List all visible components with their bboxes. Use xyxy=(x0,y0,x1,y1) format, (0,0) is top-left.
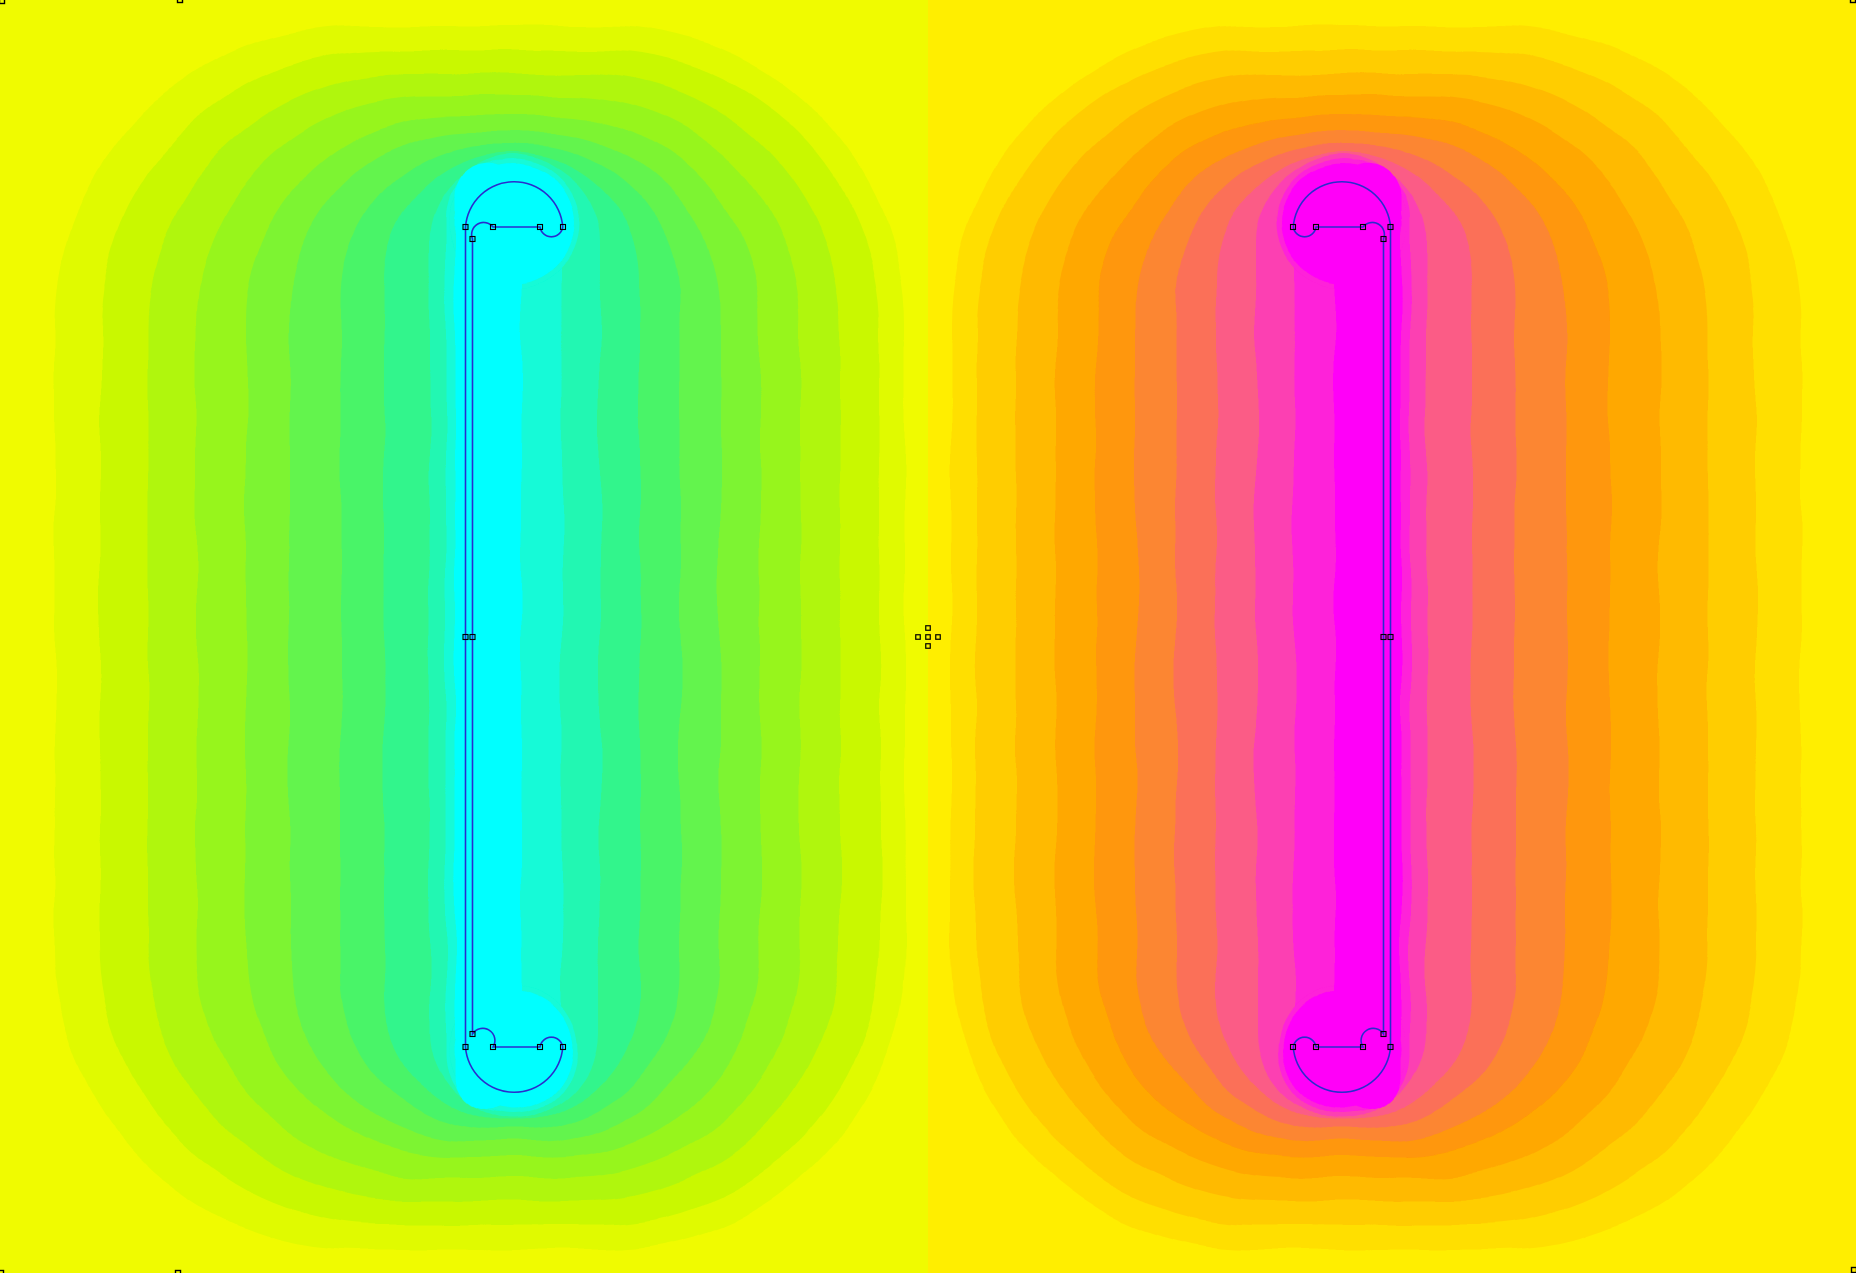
vertex-handle[interactable] xyxy=(462,223,469,231)
center-marker-square[interactable] xyxy=(925,643,931,649)
slot-outline-left[interactable] xyxy=(464,180,564,1094)
vertex-handle[interactable] xyxy=(1359,1043,1367,1051)
contour-band-11 xyxy=(455,163,521,1111)
edge-handle[interactable] xyxy=(0,0,6,5)
vertex-handle[interactable] xyxy=(469,633,476,641)
edge-handle[interactable] xyxy=(1849,0,1856,4)
vertex-handle[interactable] xyxy=(489,223,497,231)
center-marker-square[interactable] xyxy=(925,625,931,631)
vertex-handle[interactable] xyxy=(462,633,469,641)
vertex-handle[interactable] xyxy=(1312,223,1320,231)
vertex-handle[interactable] xyxy=(536,223,544,231)
vertex-handle[interactable] xyxy=(536,1043,544,1051)
vertex-handle[interactable] xyxy=(1387,223,1394,231)
contour-band-11 xyxy=(1335,163,1401,1111)
vertex-handle[interactable] xyxy=(559,223,567,231)
contour-plot-left xyxy=(0,0,928,1273)
contour-bulb-bottom xyxy=(454,990,574,1110)
contour-bands-left xyxy=(55,25,905,1249)
vertex-handle[interactable] xyxy=(1380,1030,1387,1038)
vertex-handle[interactable] xyxy=(1387,1043,1394,1051)
contour-plot-right xyxy=(928,0,1856,1273)
slot-outline-right[interactable] xyxy=(1292,180,1392,1094)
center-marker-square[interactable] xyxy=(915,634,921,640)
vertex-handle[interactable] xyxy=(559,1043,567,1051)
center-marker-square[interactable] xyxy=(935,634,941,640)
selection-center-marker[interactable] xyxy=(915,625,941,649)
vertex-handle[interactable] xyxy=(469,235,476,243)
edge-handle[interactable] xyxy=(0,1269,5,1273)
vertex-handle[interactable] xyxy=(469,1030,476,1038)
contour-bulb-top xyxy=(454,164,574,284)
contour-bulb-top xyxy=(1282,164,1402,284)
edge-handle[interactable] xyxy=(174,1269,182,1273)
vertex-handle[interactable] xyxy=(1380,633,1387,641)
vertex-handle[interactable] xyxy=(1289,223,1297,231)
center-marker-square[interactable] xyxy=(925,634,931,640)
contour-bands-right xyxy=(951,25,1801,1249)
edge-handle[interactable] xyxy=(176,0,184,4)
vertex-handle[interactable] xyxy=(1387,633,1394,641)
vertex-handle[interactable] xyxy=(1380,235,1387,243)
vertex-handle[interactable] xyxy=(1312,1043,1320,1051)
vertex-handle[interactable] xyxy=(1359,223,1367,231)
vertex-handle[interactable] xyxy=(462,1043,469,1051)
vertex-handle[interactable] xyxy=(489,1043,497,1051)
contour-bulb-bottom xyxy=(1282,990,1402,1110)
vertex-handle[interactable] xyxy=(1289,1043,1297,1051)
